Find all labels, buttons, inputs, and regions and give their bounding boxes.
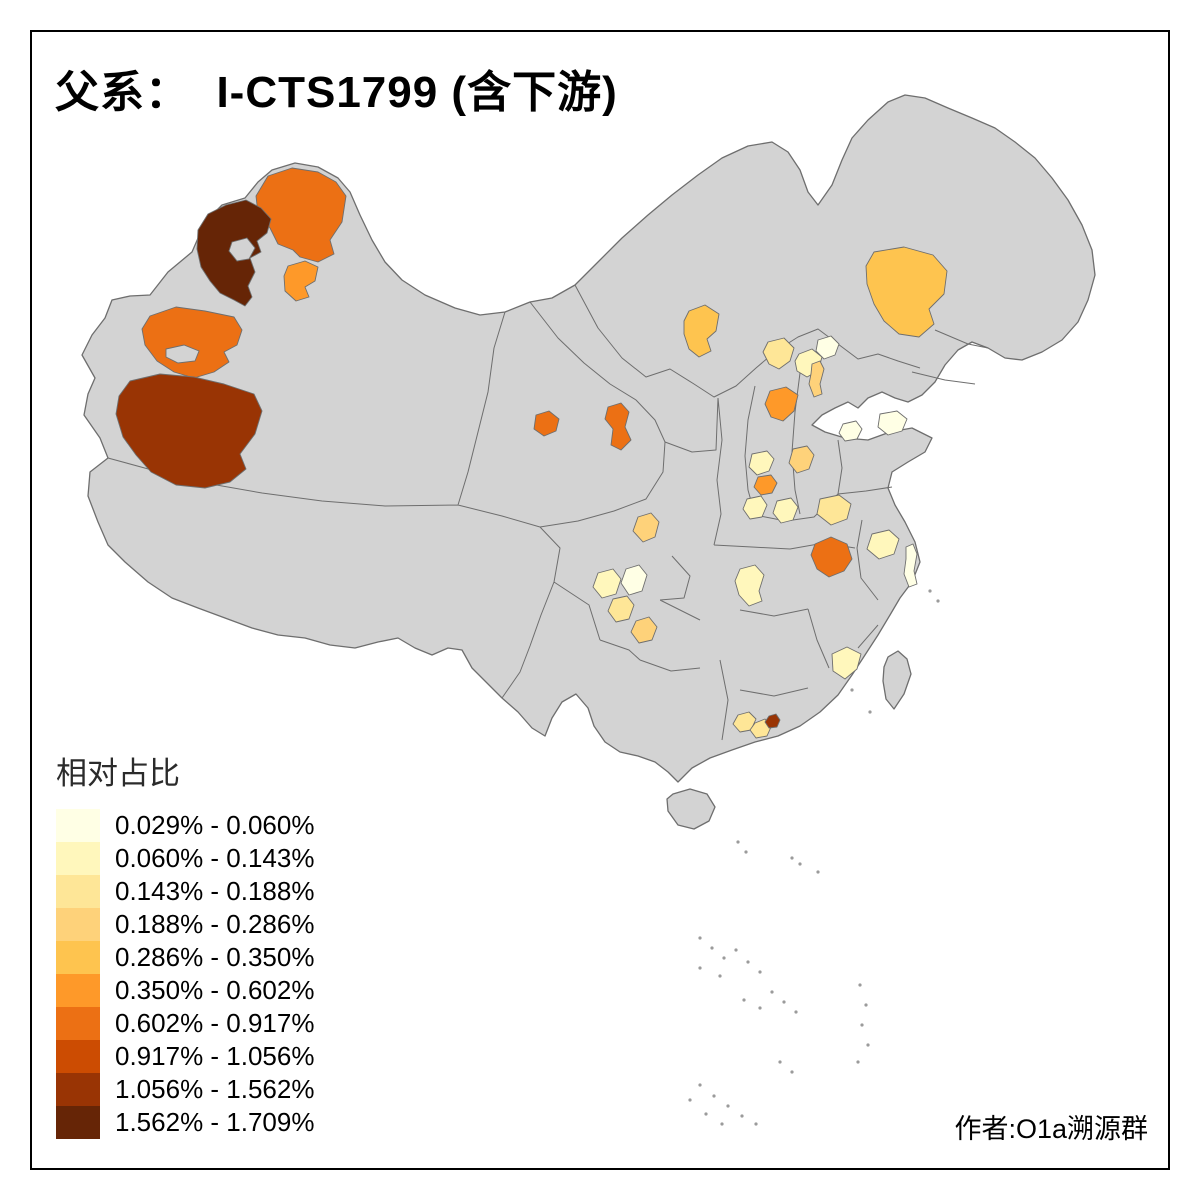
south-china-sea-islets	[688, 589, 940, 1126]
legend-swatch	[56, 1007, 100, 1040]
legend-label: 0.917% - 1.056%	[115, 1041, 315, 1071]
legend-label: 1.562% - 1.709%	[115, 1107, 315, 1137]
legend-row: 0.917% - 1.056%	[56, 1040, 314, 1073]
legend-label: 0.029% - 0.060%	[115, 810, 315, 840]
map-region-hebei-south	[764, 386, 799, 422]
legend-label: 0.060% - 0.143%	[115, 843, 315, 873]
legend-row: 0.286% - 0.350%	[56, 941, 314, 974]
legend-row: 1.056% - 1.562%	[56, 1073, 314, 1106]
map-region-jiangsu-central	[866, 529, 900, 560]
hainan-island	[666, 788, 716, 830]
legend-row: 0.188% - 0.286%	[56, 908, 314, 941]
legend-swatch	[56, 908, 100, 941]
map-region-shanghai-coast	[903, 543, 918, 588]
map-region-sichuan-north	[632, 512, 660, 543]
page-title: 父系： I-CTS1799 (含下游)	[55, 68, 618, 117]
legend-swatch	[56, 941, 100, 974]
map-region-shandong-east	[877, 410, 908, 436]
legend-swatch	[56, 875, 100, 908]
legend-swatch	[56, 1106, 100, 1139]
map-region-altay-south-tail	[283, 260, 319, 302]
legend-row: 0.350% - 0.602%	[56, 974, 314, 1007]
map-enclave-karamay	[228, 237, 256, 262]
map-region-sichuan-west	[592, 568, 622, 599]
map-region-guizhou-north	[630, 616, 658, 644]
map-region-shandong-west	[838, 420, 863, 442]
map-region-chengde	[815, 335, 840, 360]
legend-label: 0.350% - 0.602%	[115, 975, 315, 1005]
legend-row: 0.029% - 0.060%	[56, 809, 314, 842]
legend-label: 0.188% - 0.286%	[115, 909, 315, 939]
legend: 相对占比 0.029% - 0.060% 0.060% - 0.143% 0.1…	[56, 748, 314, 1139]
legend-row: 0.143% - 0.188%	[56, 875, 314, 908]
map-region-shanxi-southeast	[772, 497, 799, 524]
map-region-ili	[141, 306, 243, 379]
map-region-shaanxi-central	[742, 495, 768, 520]
map-region-shaanxi-north	[788, 445, 815, 474]
map-region-shanxi-south-orange	[753, 474, 778, 496]
attribution: 作者:O1a溯源群	[954, 1114, 1148, 1144]
map-region-fujian-coast	[831, 646, 862, 680]
map-region-henan-central	[816, 494, 852, 526]
legend-label: 0.143% - 0.188%	[115, 876, 315, 906]
legend-swatch	[56, 809, 100, 842]
map-region-inner-mongolia-east	[683, 304, 720, 358]
legend-swatch	[56, 1040, 100, 1073]
legend-swatch	[56, 974, 100, 1007]
legend-label: 1.056% - 1.562%	[115, 1074, 315, 1104]
map-region-zhangjiakou	[762, 337, 795, 370]
map-enclave-ili-gap	[165, 344, 200, 364]
map-region-chengdu	[620, 564, 648, 596]
map-region-taiyuan-sliver	[808, 360, 825, 398]
map-region-hunan-north	[734, 564, 765, 607]
legend-label: 0.602% - 0.917%	[115, 1008, 315, 1038]
map-region-anhui-central	[810, 536, 853, 578]
map-region-lanzhou	[604, 402, 632, 451]
taiwan-island	[882, 650, 912, 710]
legend-row: 1.562% - 1.709%	[56, 1106, 314, 1139]
legend-row: 0.060% - 0.143%	[56, 842, 314, 875]
legend-swatch	[56, 842, 100, 875]
map-region-shanxi-mid	[748, 450, 775, 476]
legend-swatch	[56, 1073, 100, 1106]
map-region-sichuan-south	[607, 595, 635, 623]
map-region-heilongjiang-central	[865, 246, 948, 338]
legend-label: 0.286% - 0.350%	[115, 942, 315, 972]
map-region-guangdong-dark-spot	[764, 713, 781, 729]
legend-row: 0.602% - 0.917%	[56, 1007, 314, 1040]
map-region-gansu-west-spot	[533, 410, 560, 437]
legend-rows: 0.029% - 0.060% 0.060% - 0.143% 0.143% -…	[56, 809, 314, 1139]
legend-title: 相对占比	[56, 756, 180, 791]
map-region-sw-xinjiang	[115, 373, 263, 489]
